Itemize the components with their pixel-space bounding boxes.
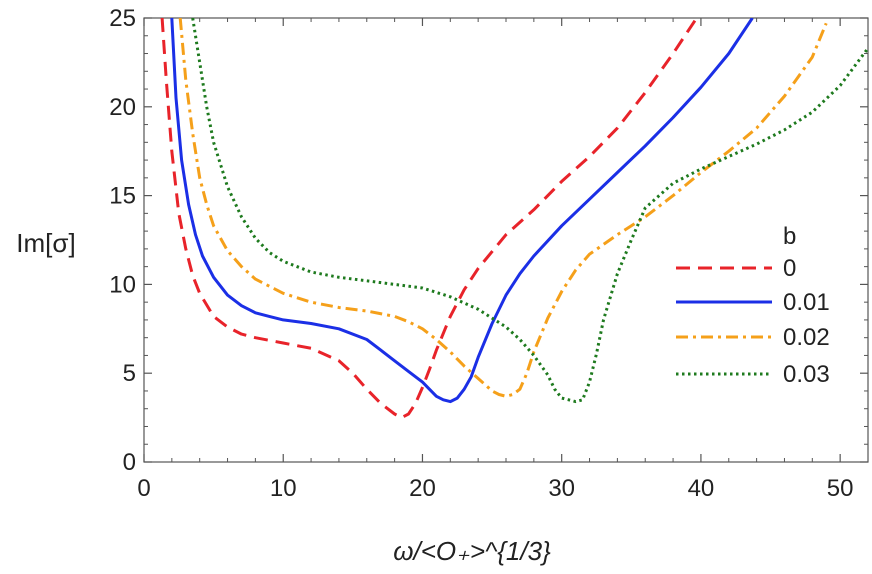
- y-tick-label: 5: [123, 360, 136, 387]
- y-tick-label: 10: [109, 271, 136, 298]
- x-tick-label: 40: [688, 475, 715, 502]
- legend-title: b: [783, 223, 796, 250]
- series-line-0-03: [191, 18, 868, 404]
- legend-label: 0.02: [783, 324, 830, 351]
- x-tick-label: 30: [548, 475, 575, 502]
- y-axis-label: Im[σ]: [16, 228, 75, 258]
- legend-label: 0.01: [783, 289, 830, 316]
- x-tick-label: 10: [270, 475, 297, 502]
- x-axis-ticks: 0 10 20 30 40 50: [137, 18, 854, 502]
- x-tick-label: 20: [409, 475, 436, 502]
- legend: b 0 0.01 0.02 0.03: [676, 223, 830, 388]
- plot-border: [143, 17, 869, 463]
- series-layer: [160, 18, 868, 420]
- y-tick-label: 15: [109, 183, 136, 210]
- legend-label: 0.03: [783, 361, 830, 388]
- y-tick-label: 25: [109, 5, 136, 32]
- x-tick-label: 50: [827, 475, 854, 502]
- y-tick-label: 0: [123, 449, 136, 476]
- series-line-0: [160, 18, 698, 420]
- series-line-0-01: [170, 18, 754, 404]
- y-tick-label: 20: [109, 94, 136, 121]
- x-axis-label: ω/<O₊>^{1/3}: [393, 536, 551, 566]
- y-axis-ticks: 0 5 10 15 20 25: [109, 5, 868, 476]
- x-tick-label: 0: [137, 475, 150, 502]
- plot-frame: [143, 17, 869, 463]
- legend-label: 0: [783, 255, 796, 282]
- series-line-0-02: [178, 18, 828, 398]
